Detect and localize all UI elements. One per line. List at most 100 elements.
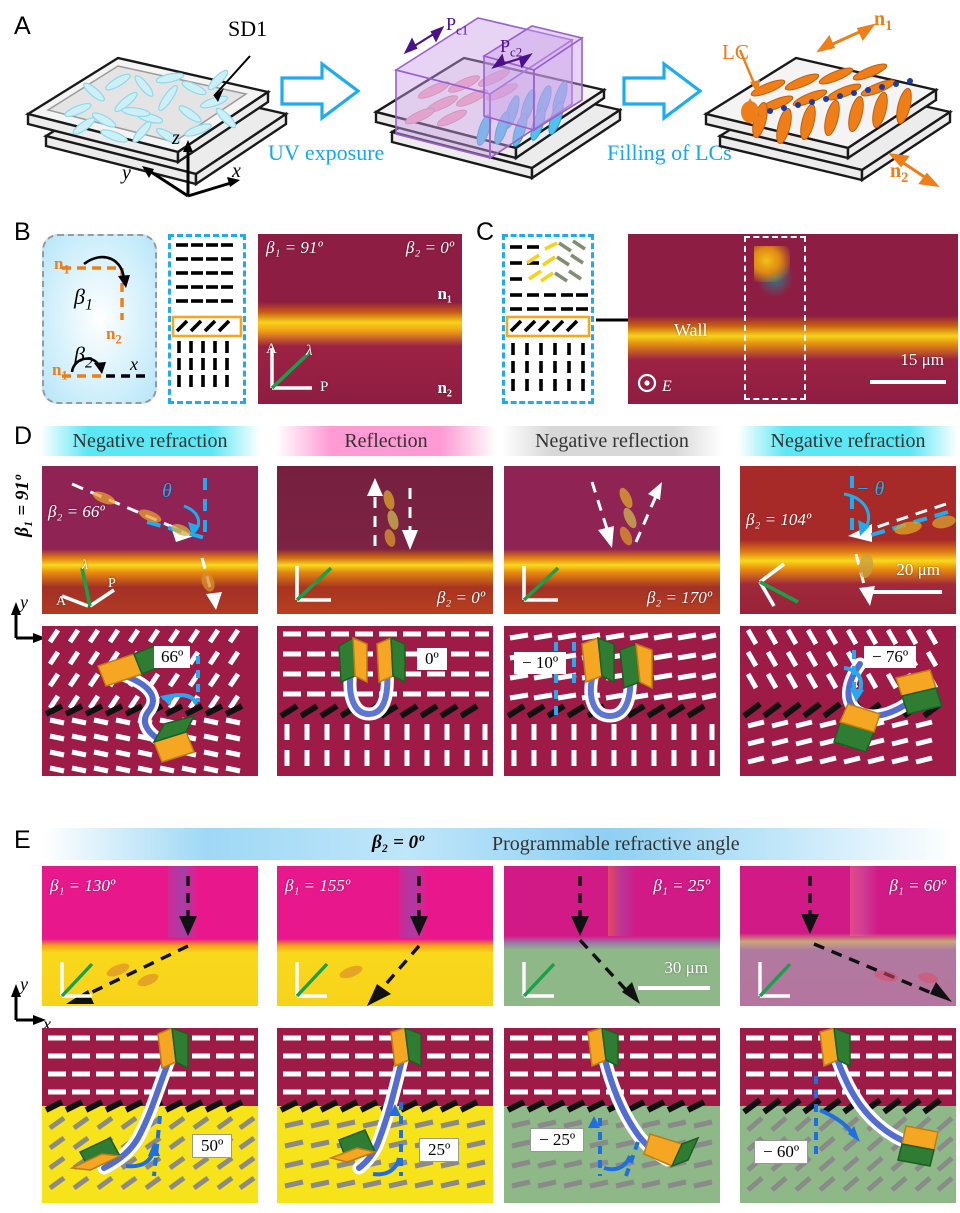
angle-box-e1: 50º — [192, 1134, 233, 1158]
n2-mid-label: n2 — [106, 324, 122, 347]
field-direction-icon — [637, 373, 657, 393]
axes-xyz-a — [142, 140, 240, 198]
panel-a: A — [0, 0, 960, 212]
angle-box-d4: − 76º — [864, 646, 917, 668]
waveplate-label-d1: λ — [82, 558, 89, 573]
schematic-e-4: − 60º — [740, 1028, 956, 1203]
axis-z-label-a: z — [172, 127, 180, 149]
scalebar-e — [638, 986, 710, 990]
beta2-angle-label: β2 — [74, 342, 93, 372]
schematic-e-2: 25º — [277, 1028, 493, 1203]
axes-xy-d — [11, 602, 46, 643]
wall-label: Wall — [674, 320, 708, 340]
angle-box-e2: 25º — [419, 1138, 460, 1162]
theta-neg-label-d4: − θ — [856, 478, 885, 500]
axis-x-label-e: x — [43, 1014, 51, 1034]
angle-box-e3: − 25º — [530, 1128, 585, 1152]
scalebar-label-d: 20 μm — [896, 560, 940, 579]
schematic-e2-drawing — [279, 1028, 489, 1189]
n1-bot-label: n1 — [52, 360, 68, 383]
angle-box-e4: − 60º — [754, 1140, 809, 1164]
rays-e2 — [339, 876, 428, 1006]
filling-lcs-label: Filling of LCs — [607, 140, 732, 165]
schematic-d2-drawing — [279, 631, 489, 766]
scalebar-c — [870, 380, 946, 384]
axis-y-label-a: y — [122, 162, 131, 184]
scalebar-label-c: 15 μm — [900, 350, 944, 369]
process-arrow-1 — [280, 60, 361, 122]
scalebar-label-e: 30 μm — [664, 958, 708, 977]
micrograph-c: Wall E 15 μm — [628, 234, 958, 404]
negative-refraction-rays-d4 — [843, 476, 956, 606]
banner-beta2-label: β₂ = 0º — [372, 832, 424, 853]
schematic-d-3: − 10º — [504, 626, 720, 776]
beta-definition-drawing — [62, 255, 148, 378]
polarizer-label-d1: P — [108, 576, 116, 591]
banner-d-2: Reflection — [276, 426, 496, 456]
uv-exposure-cell-illustration — [372, 17, 622, 181]
panel-d-row-label: β₁ = 91º — [12, 475, 33, 537]
micrograph-d-3: β₂ = 170º — [504, 466, 720, 614]
micrograph-d-4: − θ β₂ = 104º 20 μm — [740, 466, 956, 614]
beta2-text-d4: β₂ = 104º — [746, 510, 812, 529]
pc1-label: Pc1 — [446, 14, 469, 38]
polarizer-cross-b — [270, 348, 312, 390]
beta1-text-e2: β₁ = 155º — [285, 876, 351, 895]
schematic-d-2: 0º — [277, 626, 493, 776]
rays-e3 — [571, 876, 640, 1004]
negative-reflection-rays-d3 — [590, 481, 662, 548]
panel-c: C — [470, 212, 960, 418]
pc2-label: Pc2 — [500, 36, 523, 60]
axis-y-label-e: y — [20, 974, 28, 994]
polarizer-cross-d3 — [522, 566, 560, 602]
banner-title-label: Programmable refractive angle — [492, 833, 740, 855]
angle-box-d2: 0º — [417, 648, 447, 670]
wall-trace-e3 — [608, 866, 636, 936]
beta1-text-e1: β₁ = 130º — [50, 876, 116, 895]
n1-label-a: n1 — [874, 8, 893, 34]
panel-b-letter: B — [14, 218, 31, 246]
director-field-sketch-c — [502, 234, 594, 404]
director-rods-b — [171, 243, 243, 387]
banner-d-1: Negative refraction — [40, 426, 260, 456]
polarizer-label-b: P — [320, 379, 329, 395]
rays-e1 — [66, 876, 197, 1004]
beta1-text-b: β₁ = 91º — [266, 238, 323, 257]
axis-y-label-d: y — [20, 592, 28, 612]
panel-b: B n1 n2 n1 β1 β2 — [0, 212, 470, 418]
axes-xy-e — [11, 984, 46, 1025]
rays-e4 — [801, 876, 952, 1002]
panel-d: D β₁ = 91º y x Negative refraction Refle… — [0, 420, 960, 820]
micrograph-d-2: β₂ = 0º — [277, 466, 493, 614]
wall-trace-e1 — [168, 866, 198, 938]
micrograph-e-1: β₁ = 130º — [42, 866, 258, 1006]
micrograph-e-2: β₁ = 155º — [277, 866, 493, 1006]
beta2-text-b: β₂ = 0º — [405, 238, 454, 257]
micrograph-d-1: β₂ = 66º θ A P λ — [42, 466, 258, 614]
field-label: E — [662, 378, 672, 395]
panel-a-letter: A — [14, 12, 31, 40]
n2-label-a: n2 — [890, 160, 909, 186]
analyzer-label-d1: A — [56, 594, 67, 609]
sd1-label: SD1 — [228, 16, 268, 41]
lc-label: LC — [722, 40, 749, 64]
waveplate-label-b: λ — [306, 343, 313, 359]
sd1-cell-illustration — [24, 55, 289, 187]
polarizer-cross-d4 — [758, 562, 799, 607]
beta2-text-d2: β₂ = 0º — [436, 588, 485, 607]
beta1-angle-label: β1 — [74, 284, 93, 314]
beta2-text-d3: β₂ = 170º — [646, 588, 712, 607]
micrograph-b: β₁ = 91º β₂ = 0º n₁ n₂ A P λ — [258, 234, 462, 404]
banner-d-3: Negative reflection — [502, 426, 722, 456]
x-axis-label-b: x — [130, 354, 138, 374]
angle-box-d1: 66º — [154, 646, 191, 668]
schematic-d-1: 66º — [42, 626, 258, 776]
angle-box-d3: − 10º — [514, 652, 567, 674]
beta1-text-e3: β₁ = 25º — [653, 876, 710, 895]
beta1-text-e4: β₁ = 60º — [889, 876, 946, 895]
polarizer-cross-e2 — [295, 962, 329, 998]
panel-e-banner: β₂ = 0º Programmable refractive angle — [42, 828, 956, 860]
panel-d-letter: D — [14, 422, 33, 450]
beta-definition-box: n1 n2 n1 β1 β2 x — [42, 234, 157, 404]
lc-filled-cell-illustration — [702, 23, 954, 188]
